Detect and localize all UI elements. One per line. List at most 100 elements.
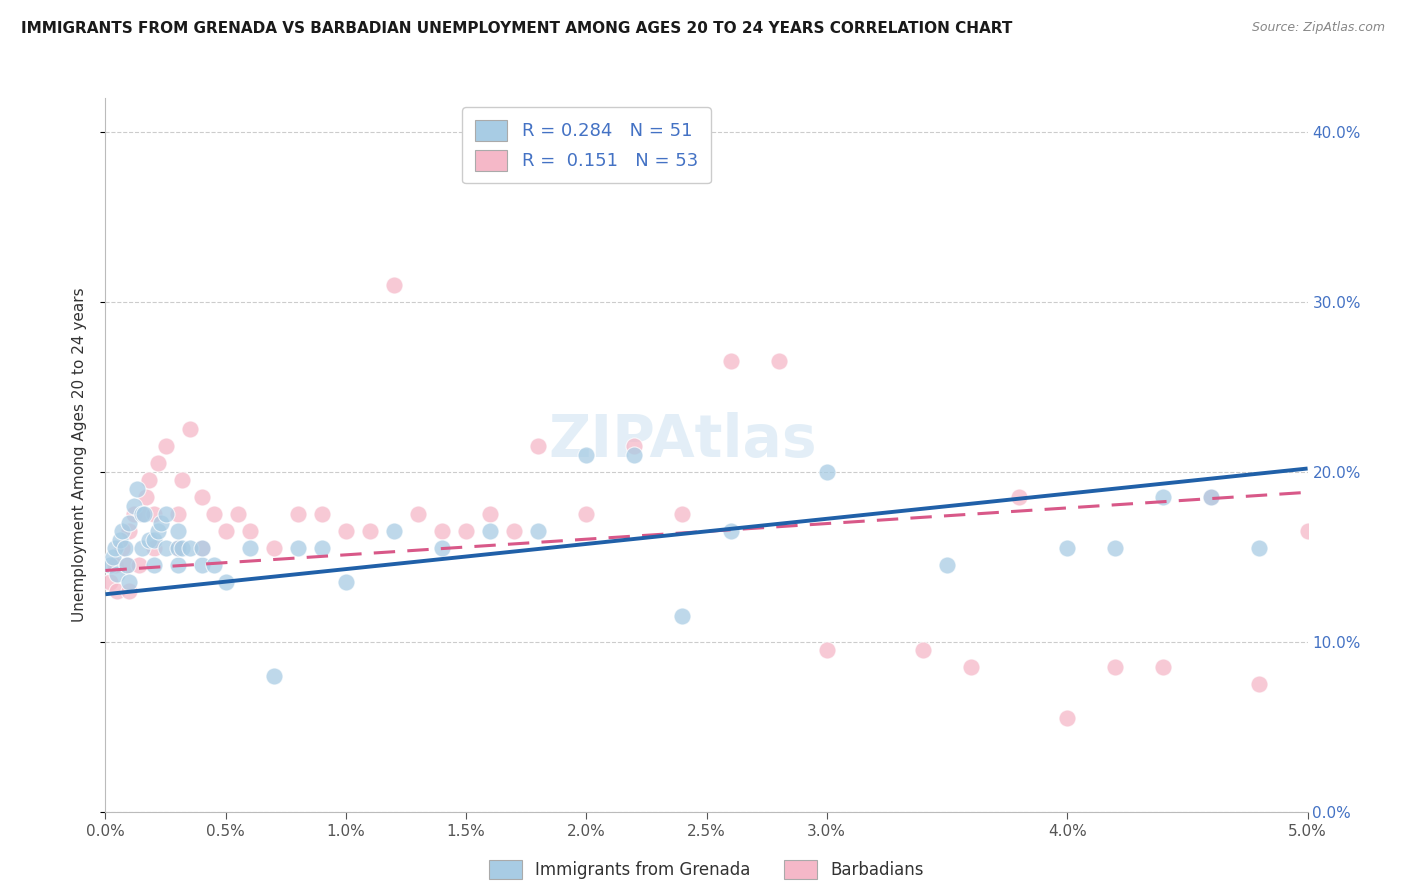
Point — [104, 558, 127, 573]
Point — [115, 558, 138, 573]
Point — [118, 516, 141, 530]
Point — [202, 558, 225, 573]
Point — [479, 508, 502, 522]
Point — [430, 524, 453, 539]
Point — [1152, 660, 1174, 674]
Point — [142, 541, 165, 556]
Point — [132, 508, 155, 522]
Point — [287, 541, 309, 556]
Point — [815, 465, 838, 479]
Point — [166, 508, 188, 522]
Point — [166, 541, 188, 556]
Point — [454, 524, 477, 539]
Point — [575, 508, 598, 522]
Point — [1249, 541, 1271, 556]
Point — [406, 508, 429, 522]
Point — [1104, 541, 1126, 556]
Point — [202, 508, 225, 522]
Point — [125, 482, 148, 496]
Point — [128, 558, 150, 573]
Point — [311, 508, 333, 522]
Point — [239, 524, 262, 539]
Point — [148, 524, 170, 539]
Point — [108, 533, 131, 547]
Point — [1296, 524, 1319, 539]
Point — [166, 558, 188, 573]
Point — [1056, 711, 1078, 725]
Point — [166, 524, 188, 539]
Point — [114, 541, 136, 556]
Point — [111, 524, 134, 539]
Point — [172, 474, 194, 488]
Point — [527, 439, 550, 453]
Point — [960, 660, 983, 674]
Point — [155, 541, 177, 556]
Point — [131, 508, 153, 522]
Point — [311, 541, 333, 556]
Point — [148, 457, 170, 471]
Point — [430, 541, 453, 556]
Point — [239, 541, 262, 556]
Point — [124, 508, 146, 522]
Point — [359, 524, 381, 539]
Point — [142, 508, 165, 522]
Point — [214, 575, 236, 590]
Point — [623, 439, 645, 453]
Point — [190, 558, 212, 573]
Point — [527, 524, 550, 539]
Point — [101, 549, 124, 564]
Point — [131, 541, 153, 556]
Text: IMMIGRANTS FROM GRENADA VS BARBADIAN UNEMPLOYMENT AMONG AGES 20 TO 24 YEARS CORR: IMMIGRANTS FROM GRENADA VS BARBADIAN UNE… — [21, 21, 1012, 36]
Point — [263, 541, 285, 556]
Point — [671, 609, 693, 624]
Point — [166, 541, 188, 556]
Point — [287, 508, 309, 522]
Point — [135, 491, 157, 505]
Point — [104, 541, 127, 556]
Point — [118, 583, 141, 598]
Point — [98, 575, 121, 590]
Point — [1201, 491, 1223, 505]
Point — [98, 558, 121, 573]
Point — [503, 524, 526, 539]
Point — [335, 524, 357, 539]
Point — [720, 354, 742, 368]
Point — [1008, 491, 1031, 505]
Point — [179, 422, 201, 436]
Point — [911, 643, 934, 657]
Point — [768, 354, 790, 368]
Y-axis label: Unemployment Among Ages 20 to 24 years: Unemployment Among Ages 20 to 24 years — [72, 287, 87, 623]
Point — [214, 524, 236, 539]
Point — [155, 439, 177, 453]
Point — [131, 508, 153, 522]
Point — [1152, 491, 1174, 505]
Point — [172, 541, 194, 556]
Point — [226, 508, 249, 522]
Point — [107, 566, 129, 581]
Text: ZIPAtlas: ZIPAtlas — [548, 412, 817, 469]
Text: Source: ZipAtlas.com: Source: ZipAtlas.com — [1251, 21, 1385, 34]
Point — [118, 575, 141, 590]
Point — [142, 558, 165, 573]
Point — [815, 643, 838, 657]
Point — [124, 499, 146, 513]
Point — [107, 583, 129, 598]
Point — [149, 516, 172, 530]
Point — [142, 533, 165, 547]
Point — [1104, 660, 1126, 674]
Legend: Immigrants from Grenada, Barbadians: Immigrants from Grenada, Barbadians — [482, 853, 931, 886]
Point — [1249, 677, 1271, 691]
Point — [1201, 491, 1223, 505]
Point — [190, 541, 212, 556]
Point — [671, 508, 693, 522]
Point — [382, 278, 405, 293]
Point — [190, 491, 212, 505]
Point — [623, 448, 645, 462]
Point — [479, 524, 502, 539]
Point — [155, 508, 177, 522]
Point — [118, 524, 141, 539]
Point — [111, 541, 134, 556]
Point — [138, 474, 160, 488]
Point — [263, 669, 285, 683]
Point — [138, 533, 160, 547]
